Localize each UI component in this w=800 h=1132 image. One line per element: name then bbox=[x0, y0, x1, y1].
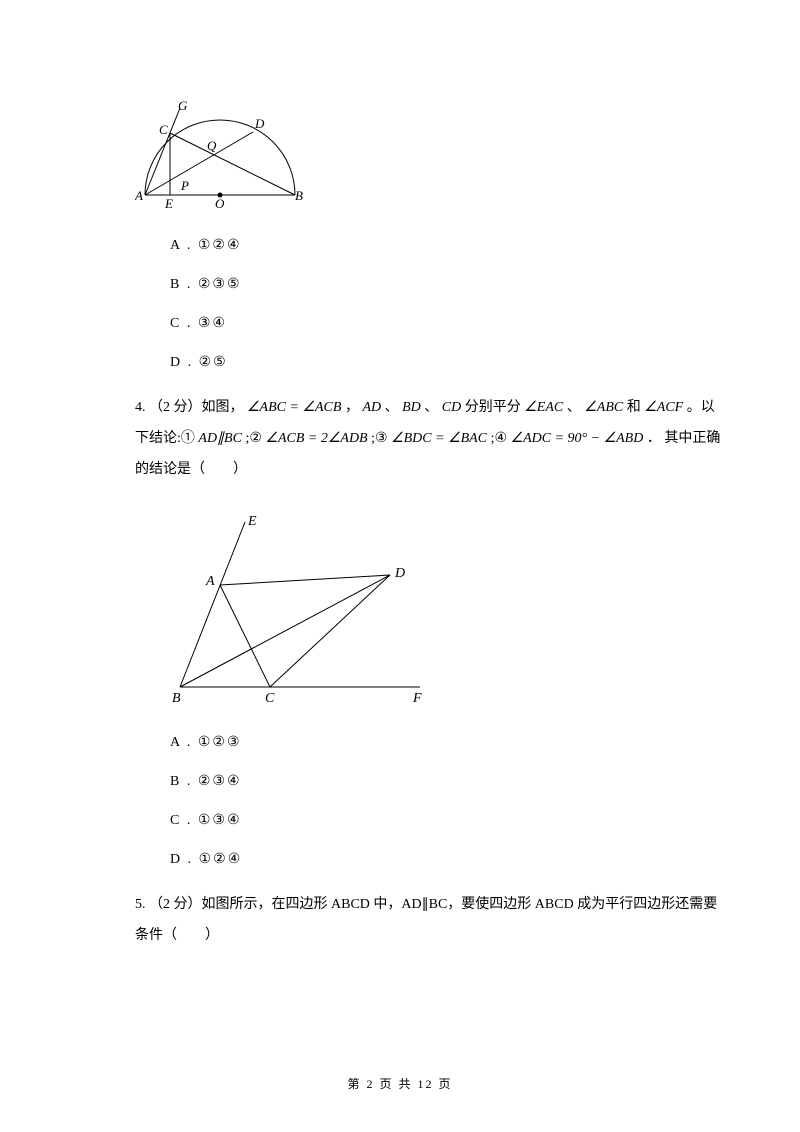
figure-angles: E A D B C F bbox=[170, 507, 725, 712]
label2-B: B bbox=[172, 691, 181, 706]
q4-conc2: ∠ACB = 2∠ADB bbox=[265, 431, 367, 446]
q4-text: 4. （2 分）如图， ∠ABC = ∠ACB ， AD 、 BD 、 CD 分… bbox=[135, 393, 725, 485]
label-G: G bbox=[178, 100, 188, 113]
q4-conc1: AD∥BC bbox=[198, 431, 242, 446]
label-B: B bbox=[295, 188, 303, 203]
page-footer: 第 2 页 共 12 页 bbox=[0, 1075, 800, 1092]
q4-EAC: ∠EAC bbox=[524, 400, 563, 415]
label-A: A bbox=[135, 188, 143, 203]
q4-ACF: ∠ACF bbox=[644, 400, 683, 415]
q4-part4: ;② bbox=[245, 431, 265, 446]
q4-sep3: 、 bbox=[424, 400, 442, 415]
q5-text: 5. （2 分）如图所示，在四边形 ABCD 中，AD∥BC，要使四边形 ABC… bbox=[135, 890, 725, 952]
label-Q: Q bbox=[207, 138, 217, 153]
label2-E: E bbox=[247, 514, 257, 529]
q4-sep1: ， bbox=[345, 400, 363, 415]
label-O: O bbox=[215, 196, 225, 210]
q4-ABC: ∠ABC bbox=[584, 400, 623, 415]
figure-semicircle: G C D Q A E P O B bbox=[135, 100, 725, 215]
q4-AD: AD bbox=[362, 400, 381, 415]
label2-D: D bbox=[394, 566, 405, 581]
q3-option-A: A . ①②④ bbox=[170, 237, 725, 254]
q4-BD: BD bbox=[402, 400, 421, 415]
q4-option-A: A . ①②③ bbox=[170, 734, 725, 751]
label2-A: A bbox=[205, 574, 215, 589]
label2-F: F bbox=[412, 691, 422, 706]
q4-option-B: B . ②③④ bbox=[170, 773, 725, 790]
label-P: P bbox=[180, 178, 189, 193]
q3-option-D: D . ②⑤ bbox=[170, 354, 725, 371]
q4-option-C: C . ①③④ bbox=[170, 812, 725, 829]
label-C: C bbox=[159, 122, 168, 137]
q4-sep2: 、 bbox=[385, 400, 403, 415]
q3-option-C: C . ③④ bbox=[170, 315, 725, 332]
q4-part5: ;③ bbox=[371, 431, 391, 446]
q4-part2: 分别平分 bbox=[465, 400, 525, 415]
q3-option-B: B . ②③⑤ bbox=[170, 276, 725, 293]
q4-CD: CD bbox=[442, 400, 461, 415]
label2-C: C bbox=[265, 691, 275, 706]
q4-sep4: 、 bbox=[567, 400, 581, 415]
q4-prefix: 4. （2 分）如图， bbox=[135, 400, 244, 415]
q4-option-D: D . ①②④ bbox=[170, 851, 725, 868]
q4-part6: ;④ bbox=[491, 431, 511, 446]
label-D: D bbox=[254, 116, 265, 131]
q4-conc3: ∠BDC = ∠BAC bbox=[391, 431, 487, 446]
label-E: E bbox=[164, 196, 173, 210]
q4-conc4: ∠ADC = 90° − ∠ABD bbox=[511, 431, 644, 446]
q4-and: 和 bbox=[627, 400, 645, 415]
q4-eq1: ∠ABC = ∠ACB bbox=[247, 400, 341, 415]
